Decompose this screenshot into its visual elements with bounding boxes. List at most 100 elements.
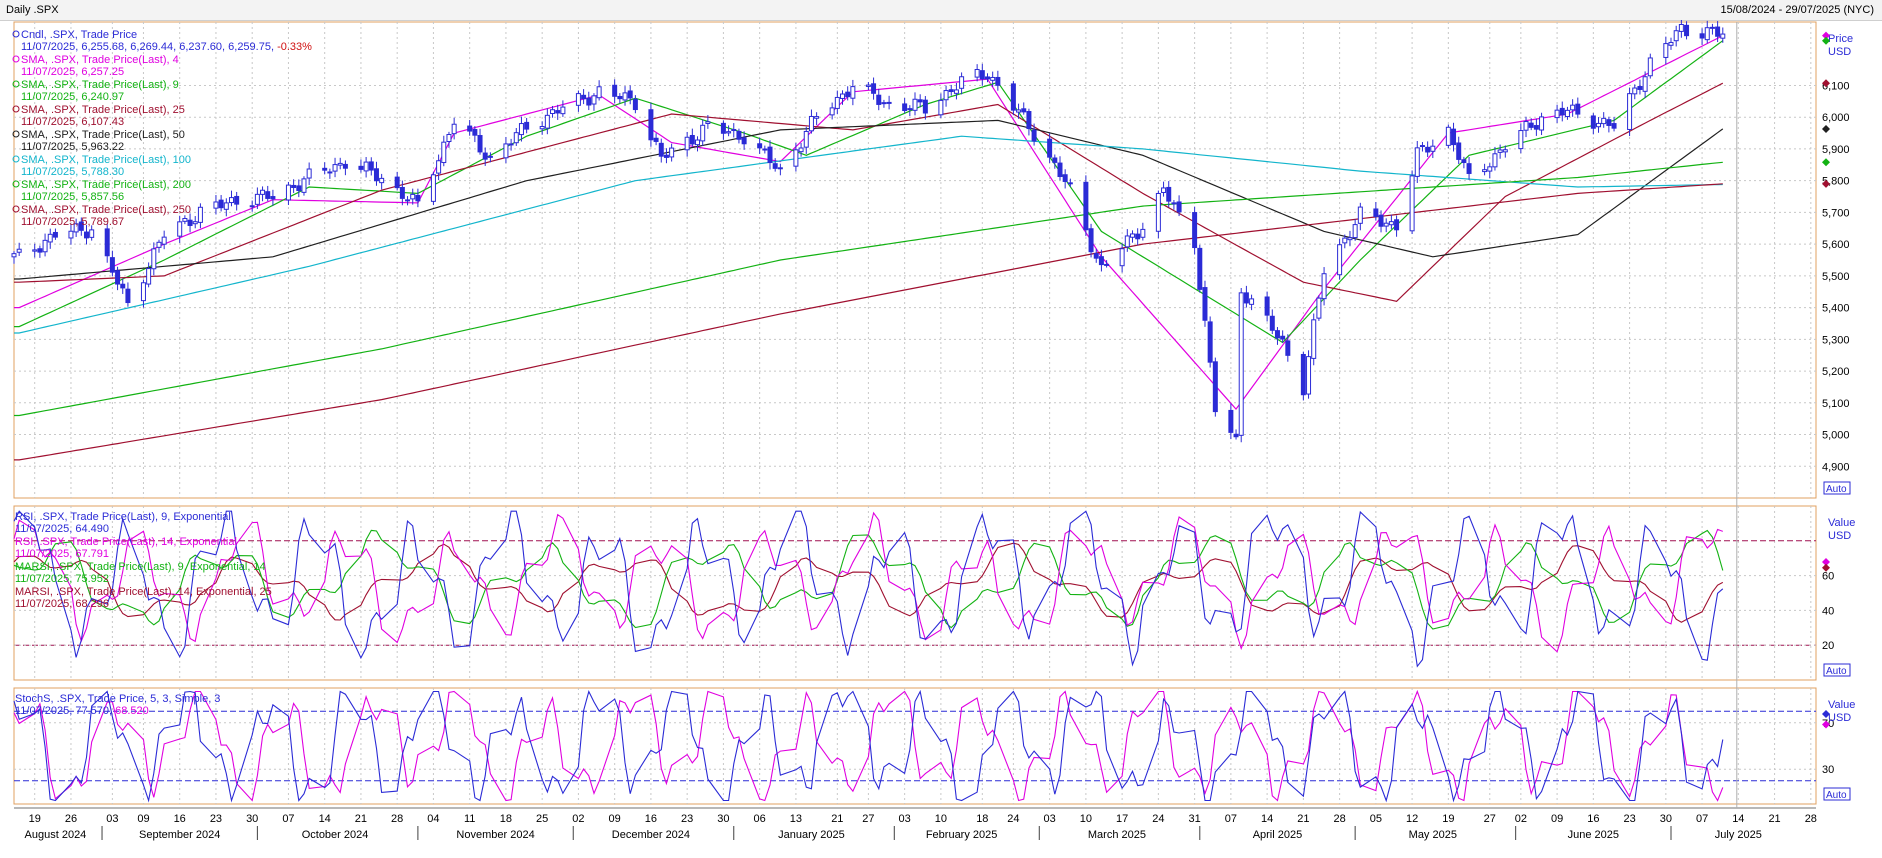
candle-body xyxy=(1388,221,1394,226)
candle-body xyxy=(617,95,623,100)
legend-value: 11/07/2025, 6,240.97 xyxy=(21,91,124,103)
candle-body xyxy=(1518,130,1524,150)
x-tick-label: 09 xyxy=(609,813,621,825)
candle-body xyxy=(192,221,198,225)
candle-body xyxy=(886,101,892,104)
x-tick-label: 03 xyxy=(899,813,911,825)
candle-body xyxy=(720,122,726,134)
candle-body xyxy=(1052,157,1058,163)
x-tick-label: 12 xyxy=(1406,813,1418,825)
legend-entry: MARSI, .SPX, Trade Price(Last), 9, Expon… xyxy=(15,561,266,573)
x-tick-label: 27 xyxy=(862,813,874,825)
candle-body xyxy=(653,137,659,142)
series-line-stochD xyxy=(13,689,1724,802)
x-tick-label: 11 xyxy=(464,813,475,825)
candle-body xyxy=(482,152,488,160)
candle-body xyxy=(1715,26,1721,37)
candle-body xyxy=(1445,126,1451,146)
candle-body xyxy=(140,282,146,302)
candle-body xyxy=(115,270,121,285)
x-tick-label: 23 xyxy=(210,813,222,825)
x-tick-label: 02 xyxy=(1515,813,1527,825)
candle-body xyxy=(394,176,400,189)
candle-body xyxy=(518,123,524,136)
series-line-sma50 xyxy=(14,119,1724,280)
candle-body xyxy=(1192,212,1198,249)
legend-entry: SMA, .SPX, Trade Price(Last), 250 xyxy=(21,204,191,216)
candle-body xyxy=(32,249,38,252)
candle-body xyxy=(1093,253,1099,259)
x-tick-label: 14 xyxy=(1261,813,1273,825)
candle-body xyxy=(260,189,266,195)
x-tick-label: 16 xyxy=(1587,813,1599,825)
candle-body xyxy=(1528,122,1534,128)
candle-body xyxy=(814,116,820,119)
candle-body xyxy=(1373,208,1379,217)
candle-body xyxy=(757,143,763,149)
x-tick-label: 07 xyxy=(1225,813,1237,825)
stoch-auto-button[interactable] xyxy=(1823,787,1851,801)
candle-body xyxy=(912,98,918,111)
rsi-tick-label: 20 xyxy=(1822,640,1834,652)
x-month-label: September 2024 xyxy=(139,829,220,841)
candle-body xyxy=(1673,30,1679,42)
candle-body xyxy=(1280,335,1286,340)
candle-body xyxy=(1430,145,1436,152)
legend-marker xyxy=(12,155,20,163)
candle-body xyxy=(109,257,115,273)
price-auto-button[interactable] xyxy=(1823,481,1851,495)
candle-body xyxy=(508,143,514,146)
legend-entry: Cndl, .SPX, Trade Price xyxy=(21,29,137,41)
legend-marker xyxy=(12,130,20,138)
candle-body xyxy=(125,288,131,304)
x-month-label: February 2025 xyxy=(926,829,998,841)
candle-body xyxy=(1140,228,1146,238)
candle-body xyxy=(1409,175,1415,232)
candle-body xyxy=(1699,33,1705,39)
candle-body xyxy=(943,90,949,101)
x-tick-label: 26 xyxy=(65,813,77,825)
price-tick-label: 6,000 xyxy=(1822,112,1850,124)
candle-body xyxy=(104,228,110,257)
candle-body xyxy=(1482,169,1488,173)
candles xyxy=(11,20,1726,443)
candle-body xyxy=(581,94,587,100)
candle-body xyxy=(990,76,996,81)
candle-body xyxy=(762,148,768,151)
vertical-grid xyxy=(34,22,1812,804)
candle-body xyxy=(182,218,188,222)
series-line-stochK xyxy=(13,689,1724,803)
candle-body xyxy=(1083,181,1089,231)
legend-entry: RSI, .SPX, Trade Price(Last), 9, Exponen… xyxy=(15,511,231,523)
candle-body xyxy=(11,253,17,258)
candle-body xyxy=(1564,109,1570,118)
price-right-unit: USD xyxy=(1828,46,1851,58)
candle-body xyxy=(410,193,416,200)
candle-body xyxy=(539,126,545,130)
rsi-auto-button[interactable] xyxy=(1823,663,1851,677)
candle-body xyxy=(1161,187,1167,193)
chart-canvas[interactable]: 4,900 5,000 5,100 5,200 5,300 5,400 5,500 5,600… xyxy=(0,20,1882,858)
candle-body xyxy=(47,233,53,243)
candle-body xyxy=(1202,287,1208,321)
candle-body xyxy=(793,149,799,167)
candle-body xyxy=(1166,186,1172,202)
stoch-tick-label: 30 xyxy=(1822,764,1834,776)
legend-value: 11/07/2025, 6,255.68, 6,269.44, 6,237.60… xyxy=(21,41,312,53)
candle-body xyxy=(881,102,887,105)
candle-body xyxy=(974,69,980,78)
rsi-right-unit: USD xyxy=(1828,530,1851,542)
candle-body xyxy=(1590,115,1596,129)
candle-body xyxy=(803,130,809,148)
candle-body xyxy=(1233,433,1239,438)
candle-body xyxy=(1601,117,1607,125)
x-tick-label: 03 xyxy=(106,813,118,825)
candle-body xyxy=(83,231,89,239)
candle-body xyxy=(1067,182,1073,185)
price-tick-label: 5,700 xyxy=(1822,207,1850,219)
legend-value: 11/07/2025, 77.570, 68.520 xyxy=(15,705,149,717)
candle-body xyxy=(430,174,436,202)
candle-body xyxy=(907,108,913,111)
candle-body xyxy=(213,201,219,209)
x-month-label: December 2024 xyxy=(612,829,690,841)
